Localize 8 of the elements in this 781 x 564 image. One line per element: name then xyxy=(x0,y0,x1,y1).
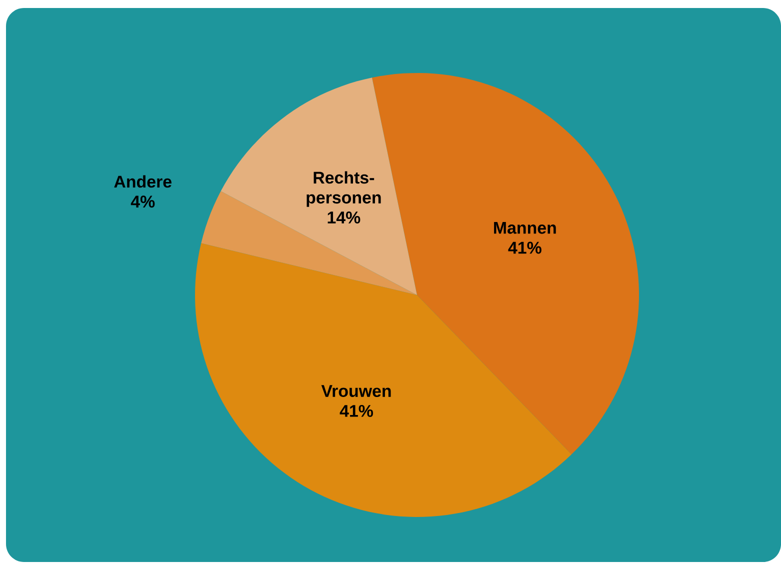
data-label: 14% xyxy=(328,212,360,224)
data-label: 4% xyxy=(130,196,155,208)
slice-label: Mannen xyxy=(494,222,556,234)
data-label: 41% xyxy=(508,242,542,254)
slice-label: Vrouwen xyxy=(321,385,391,398)
data-label: 41% xyxy=(340,404,373,417)
slice-label: Rechts-personen xyxy=(306,171,381,207)
slice-label: Andere xyxy=(114,175,172,188)
